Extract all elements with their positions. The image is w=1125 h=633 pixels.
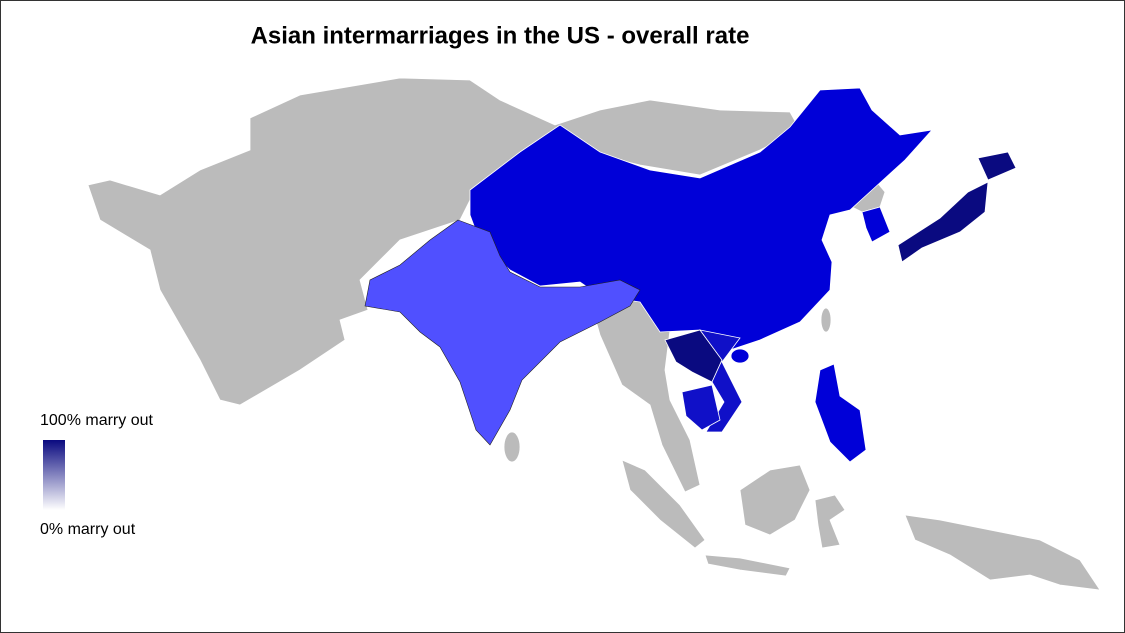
country	[739, 464, 811, 536]
country	[730, 348, 750, 364]
country	[814, 363, 867, 463]
country	[977, 151, 1017, 181]
country	[861, 206, 891, 243]
country	[364, 219, 641, 446]
country	[704, 554, 791, 577]
country	[681, 384, 721, 431]
country	[904, 514, 1101, 591]
country	[814, 494, 846, 549]
country	[897, 181, 989, 263]
legend-min-label: 0% marry out	[40, 521, 136, 538]
country	[820, 307, 832, 333]
legend-gradient	[43, 440, 65, 510]
map-title: Asian intermarriages in the US - overall…	[251, 22, 750, 49]
country	[699, 329, 743, 433]
country	[503, 431, 521, 463]
country	[621, 459, 706, 549]
legend-max-label: 100% marry out	[40, 412, 153, 429]
